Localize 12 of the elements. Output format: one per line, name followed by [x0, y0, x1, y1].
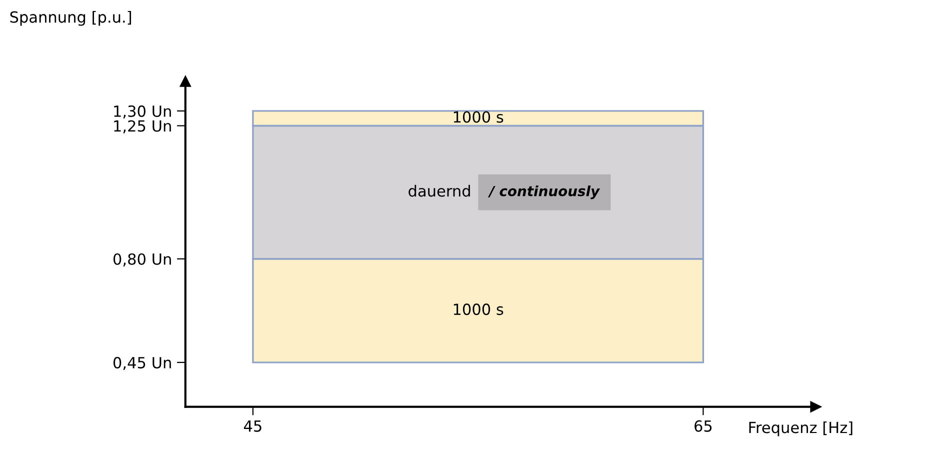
- y-tick-label: 0,80 Un: [113, 253, 171, 266]
- band-label: 1000 s: [454, 304, 504, 316]
- x-axis-title: Frequenz [Hz]: [749, 421, 852, 436]
- band-label: 1000 s: [454, 111, 504, 123]
- y-axis-title: Spannung [p.u.]: [10, 10, 132, 26]
- band-label: dauernd: [408, 184, 470, 197]
- y-tick-label: 0,45 Un: [113, 356, 171, 370]
- x-tick-label: 65: [694, 420, 712, 432]
- annotation: / continuously: [488, 186, 600, 200]
- y-tick-label: 1,25 Un: [114, 120, 171, 134]
- y-tick-label: 1,30 Un: [114, 105, 171, 119]
- x-tick-label: 45: [244, 420, 262, 432]
